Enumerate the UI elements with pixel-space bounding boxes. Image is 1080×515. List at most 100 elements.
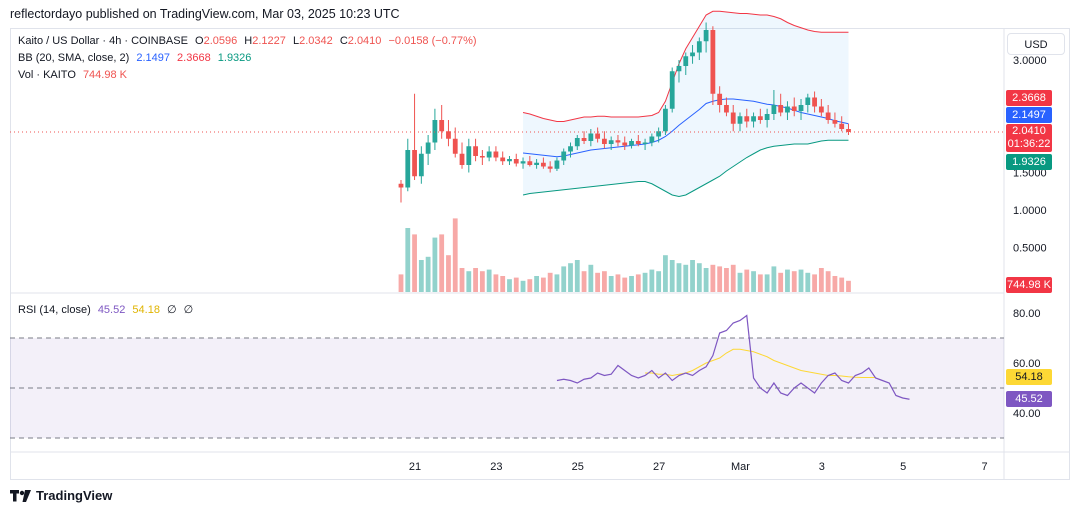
volume-bar-32	[615, 274, 621, 292]
volume-bar-27	[581, 271, 587, 292]
volume-bar-28	[588, 264, 594, 292]
volume-bar-6	[439, 234, 445, 292]
bb-label[interactable]: BB (20, SMA, close, 2)	[18, 52, 130, 64]
candle-body-14	[493, 151, 499, 158]
volume-bar-55	[771, 266, 777, 292]
volume-bar-15	[500, 276, 506, 292]
vol-legend[interactable]: Vol · KAITO 744.98 K	[18, 69, 131, 81]
vol-label[interactable]: Vol · KAITO	[18, 69, 76, 81]
candle-body-43	[690, 52, 695, 57]
volume-bar-39	[663, 255, 668, 292]
volume-bar-20	[534, 276, 539, 292]
candle-body-32	[615, 140, 621, 143]
volume-bar-50	[737, 272, 743, 292]
currency-button[interactable]: USD	[1007, 33, 1065, 55]
time-tick-label-0: 21	[409, 461, 421, 473]
rsi-ma-tag: 54.18	[1006, 369, 1052, 385]
volume-bar-2	[412, 234, 417, 292]
ohlc-change: −0.0158 (−0.77%)	[388, 35, 477, 47]
candle-body-6	[439, 120, 445, 132]
volume-bar-8	[452, 218, 458, 292]
time-tick-label-7: 7	[981, 461, 987, 473]
candle-body-23	[554, 160, 560, 169]
volume-bar-1	[405, 228, 411, 292]
candle-body-27	[581, 138, 587, 141]
price-tick-label-0: 3.0000	[1013, 55, 1047, 67]
candle-body-2	[412, 150, 417, 177]
volume-bar-45	[703, 268, 709, 292]
candle-body-12	[479, 156, 485, 158]
volume-bar-9	[459, 268, 465, 292]
bb-upper-line	[522, 10, 849, 122]
candle-body-62	[818, 106, 824, 113]
bb-basis-tag: 2.1497	[1006, 107, 1052, 123]
candle-body-16	[507, 159, 512, 162]
candle-body-55	[771, 105, 777, 114]
tradingview-logo[interactable]: TradingView	[10, 488, 112, 503]
volume-bar-29	[595, 272, 601, 292]
candle-body-58	[791, 106, 797, 111]
rsi-tick-label-2: 40.00	[1013, 408, 1041, 420]
volume-bar-7	[446, 255, 451, 292]
ohlc-close: C2.0410	[339, 35, 382, 47]
volume-bar-51	[744, 269, 750, 292]
bb-upper-tag: 2.3668	[1006, 90, 1052, 106]
volume-bar-48	[724, 268, 729, 292]
ohlc-high: H2.1227	[244, 35, 286, 47]
volume-bar-56	[778, 272, 784, 292]
rsi-tick-label-0: 80.00	[1013, 308, 1041, 320]
volume-bar-37	[649, 269, 655, 292]
vol-value: 744.98 K	[82, 69, 127, 81]
volume-bar-5	[432, 237, 438, 292]
candle-body-1	[405, 150, 411, 188]
candle-body-50	[737, 116, 743, 124]
volume-bar-42	[683, 264, 689, 292]
volume-bar-53	[757, 274, 763, 292]
volume-bar-58	[791, 271, 797, 292]
volume-bar-14	[493, 274, 499, 292]
volume-bar-24	[561, 266, 567, 292]
candle-body-49	[730, 112, 736, 124]
volume-bar-43	[690, 260, 695, 292]
bb-legend[interactable]: BB (20, SMA, close, 2) 2.1497 2.3668 1.9…	[18, 52, 255, 64]
candle-body-65	[839, 123, 845, 129]
rsi-legend[interactable]: RSI (14, close) 45.52 54.18 ∅ ∅	[18, 303, 197, 316]
candle-body-47	[717, 93, 723, 105]
candle-body-60	[805, 97, 811, 105]
bb-band-fill	[523, 11, 849, 197]
last-price-value: 2.0410	[1012, 125, 1046, 137]
candle-body-39	[663, 108, 668, 132]
candle-body-57	[785, 106, 790, 113]
candle-body-44	[696, 41, 702, 53]
bb-basis-value: 2.1497	[136, 52, 170, 64]
volume-bar-21	[540, 277, 546, 292]
rsi-label[interactable]: RSI (14, close)	[18, 304, 91, 316]
candle-body-11	[473, 146, 478, 156]
volume-bar-34	[629, 276, 634, 292]
candle-body-31	[608, 140, 614, 144]
rsi-extra-1: ∅	[167, 304, 177, 316]
time-tick-label-1: 23	[490, 461, 502, 473]
candle-body-4	[425, 142, 431, 154]
candle-body-52	[751, 116, 756, 122]
symbol-title[interactable]: Kaito / US Dollar · 4h · COINBASE	[18, 35, 188, 47]
candle-body-34	[629, 141, 634, 146]
tradingview-brand: TradingView	[36, 488, 113, 503]
publish-line: reflectordayo published on TradingView.c…	[10, 7, 400, 21]
volume-bar-33	[622, 277, 628, 292]
price-tick-label-5: 0.5000	[1013, 243, 1047, 255]
candle-body-25	[568, 146, 573, 152]
volume-tag: 744.98 K	[1006, 277, 1052, 293]
volume-bar-65	[839, 277, 845, 292]
candle-body-22	[547, 166, 553, 169]
candle-body-51	[744, 116, 750, 122]
candle-body-56	[778, 105, 784, 113]
symbol-legend[interactable]: Kaito / US Dollar · 4h · COINBASE O2.059…	[18, 35, 481, 47]
last-price-tag: 2.0410 01:36:22	[1006, 124, 1052, 152]
candle-body-13	[486, 151, 492, 158]
candle-body-9	[459, 153, 465, 165]
volume-bar-19	[527, 279, 533, 292]
ohlc-low: L2.0342	[292, 35, 333, 47]
time-tick-label-4: Mar	[731, 461, 750, 473]
